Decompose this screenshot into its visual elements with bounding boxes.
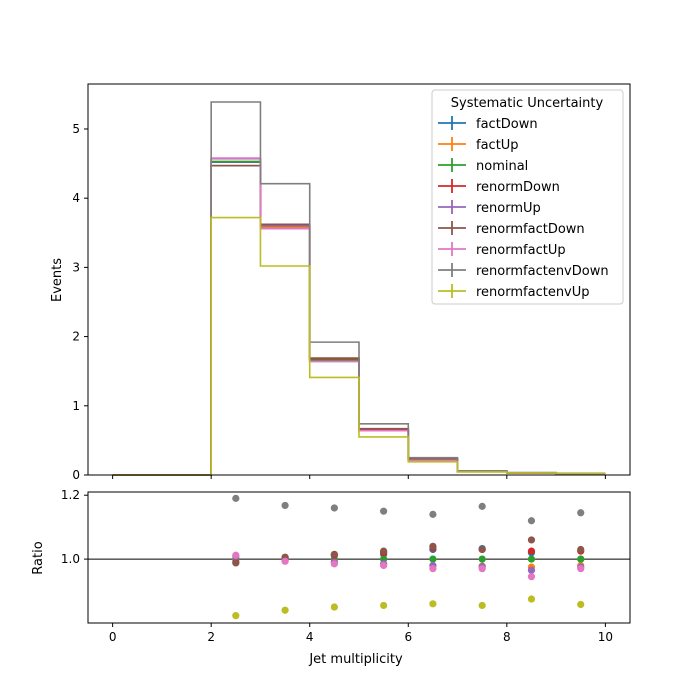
ratio-points-group <box>232 494 585 620</box>
ratio-ylabel: Ratio <box>31 541 46 574</box>
legend-item-renormfactUp: renormfactUp <box>438 242 566 258</box>
ratio-point-renormfactenvDown <box>330 504 338 512</box>
legend-title: Systematic Uncertainty <box>451 96 604 111</box>
legend-label: factUp <box>476 138 519 153</box>
histogram-ylabel: Events <box>50 258 65 302</box>
ratio-point-renormfactUp <box>380 561 388 570</box>
legend-item-renormfactenvUp: renormfactenvUp <box>438 284 590 300</box>
legend-item-renormfactDown: renormfactDown <box>438 221 585 237</box>
histogram-ytick-label: 4 <box>72 191 80 205</box>
ratio-xtick-label: 8 <box>503 630 511 644</box>
ratio-point-renormfactenvUp <box>577 600 585 609</box>
ratio-point-renormfactDown <box>330 550 338 558</box>
ratio-ytick-label: 1.0 <box>61 552 80 566</box>
ratio-point-renormfactDown <box>577 545 585 554</box>
legend-label: nominal <box>476 159 528 174</box>
histogram-ytick-label: 1 <box>72 399 80 413</box>
ratio-point-renormfactenvUp <box>232 612 240 620</box>
ratio-xtick-label: 4 <box>306 630 314 644</box>
legend-label: renormfactUp <box>476 243 566 258</box>
ratio-point-nominal <box>429 555 437 563</box>
ratio-point-renormfactUp <box>232 551 240 559</box>
legend-label: renormfactDown <box>476 222 585 237</box>
histogram-frame <box>87 83 631 476</box>
ratio-point-renormfactenvUp <box>478 601 486 610</box>
ratio-point-nominal <box>577 555 585 563</box>
histogram-panel: 0 1 2 3 4 5 Events Systematic Uncertainty fac… <box>50 83 631 482</box>
ratio-point-renormfactUp <box>429 565 437 573</box>
histogram-series-group <box>112 101 606 476</box>
legend-item-renormfactenvDown: renormfactenvDown <box>438 263 609 279</box>
histogram-axis-ticks: 0 1 2 3 4 5 <box>72 122 606 482</box>
ratio-point-renormfactenvDown <box>380 507 388 515</box>
histogram-ytick-label: 2 <box>72 330 80 344</box>
ratio-point-renormfactUp <box>577 565 585 573</box>
histogram-line-renormfactenvUp <box>112 216 606 476</box>
ratio-point-nominal <box>527 555 536 563</box>
ratio-frame <box>87 491 631 624</box>
ratio-point-renormfactenvUp <box>380 601 388 610</box>
ratio-point-renormfactUp <box>527 573 536 581</box>
legend-label: renormfactenvDown <box>476 264 609 279</box>
ratio-point-renormfactenvDown <box>281 501 289 510</box>
ratio-point-nominal <box>478 555 486 563</box>
legend-label: renormDown <box>476 180 560 195</box>
legend-label: factDown <box>476 117 538 132</box>
ratio-xtick-label: 2 <box>207 630 215 644</box>
ratio-panel: 1.0 1.2 0 2 4 6 8 10 Ratio Jet multiplicity <box>31 488 631 667</box>
ratio-xtick-label: 0 <box>109 630 117 644</box>
ratio-axis-ticks: 1.0 1.2 0 2 4 6 8 10 <box>61 488 613 644</box>
ratio-point-renormfactenvDown <box>577 509 585 517</box>
ratio-point-renormfactUp <box>478 565 486 573</box>
ratio-point-renormfactenvDown <box>232 494 240 502</box>
ratio-point-renormfactenvUp <box>429 600 437 608</box>
histogram-ytick-label: 0 <box>72 468 80 482</box>
ratio-point-renormfactDown <box>380 547 388 555</box>
legend-item-factDown: factDown <box>438 116 538 132</box>
legend-items: factDown factUp nominal renormDown renormUp r… <box>438 116 609 300</box>
ratio-point-renormfactUp <box>330 560 338 568</box>
ratio-xlabel: Jet multiplicity <box>308 652 403 667</box>
ratio-point-renormfactenvUp <box>330 603 338 611</box>
ratio-point-renormfactenvDown <box>527 517 536 525</box>
legend-item-renormDown: renormDown <box>438 179 560 195</box>
ratio-xtick-label: 6 <box>404 630 412 644</box>
ratio-point-renormfactenvUp <box>281 606 289 614</box>
ratio-point-renormfactDown <box>429 542 437 550</box>
legend-box <box>431 89 624 305</box>
ratio-point-renormfactDown <box>478 545 486 554</box>
ratio-point-renormfactenvUp <box>527 595 536 603</box>
ratio-point-renormDown <box>527 547 536 555</box>
legend-label: renormfactenvUp <box>476 285 590 300</box>
ratio-point-renormfactDown <box>232 559 240 567</box>
ratio-point-renormfactUp <box>281 557 289 565</box>
histogram-ytick-label: 5 <box>72 122 80 136</box>
ratio-xtick-label: 10 <box>598 630 613 644</box>
ratio-point-renormfactDown <box>527 536 536 544</box>
ratio-point-renormfactenvDown <box>429 510 437 518</box>
legend-item-renormUp: renormUp <box>438 200 541 216</box>
ratio-point-renormUp <box>527 566 536 574</box>
legend-item-factUp: factUp <box>438 137 519 153</box>
legend-label: renormUp <box>476 201 541 216</box>
ratio-ytick-label: 1.2 <box>61 488 80 502</box>
legend-item-nominal: nominal <box>438 158 528 174</box>
histogram-ytick-label: 3 <box>72 260 80 274</box>
legend: Systematic Uncertainty factDown factUp nom… <box>431 89 624 305</box>
ratio-point-renormfactenvDown <box>478 502 486 510</box>
